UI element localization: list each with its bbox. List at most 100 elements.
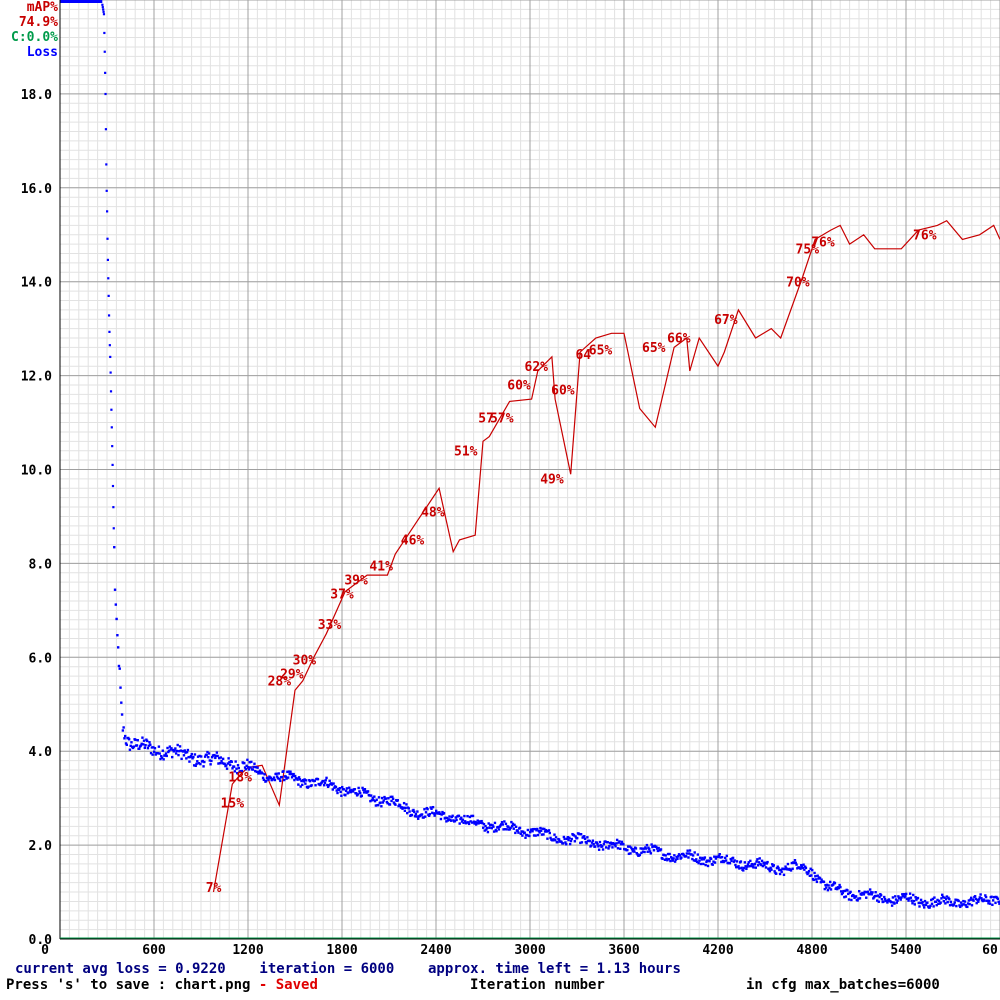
map-point-label: 48% [421,505,445,520]
loss-point [764,861,767,864]
save-prefix: Press 's' to save : chart.png [6,977,251,993]
loss-point [948,904,952,907]
loss-point [493,821,497,825]
loss-point [843,889,847,893]
loss-point [560,840,563,844]
loss-point [160,754,163,758]
loss-point [466,814,469,818]
loss-point [628,845,631,848]
loss-point [828,886,831,890]
loss-point [430,807,433,810]
loss-point [105,163,108,166]
loss-point [297,776,301,779]
loss-point [269,776,273,780]
loss-point [424,811,428,814]
loss-point [232,765,236,768]
loss-point [360,794,363,797]
loss-point [192,764,196,767]
loss-point [536,833,540,837]
loss-point [254,766,258,769]
loss-point [324,779,327,782]
loss-point [730,859,733,863]
map-point-label: 46% [401,534,425,549]
loss-point [170,747,173,750]
map-point-label: 29% [280,667,304,682]
loss-point [107,277,110,280]
map-point-label: 33% [318,618,342,633]
loss-point [194,764,197,768]
loss-point [849,890,852,894]
loss-point [227,757,230,760]
loss-point [330,783,334,786]
loss-point [210,759,213,763]
loss-point [391,795,394,798]
loss-point [844,895,848,898]
loss-point [702,858,706,861]
loss-point [974,897,978,901]
loss-point [544,828,548,832]
loss-point [763,863,766,867]
loss-point [839,890,843,893]
loss-point [808,874,812,878]
loss-point [102,8,105,11]
loss-point [692,859,696,862]
loss-point [209,763,212,766]
loss-point [330,782,333,785]
save-status: - Saved [250,977,318,993]
loss-point [103,50,106,53]
loss-point [420,813,424,816]
loss-point [864,891,867,894]
loss-point [139,744,143,747]
loss-point [543,830,547,833]
loss-point [290,776,294,779]
map-point-label: 75% [796,243,820,258]
loss-point [594,845,597,848]
loss-point [121,729,125,732]
loss-point [336,791,339,795]
loss-point [451,814,454,818]
loss-point [220,759,223,763]
loss-point [775,866,779,870]
loss-point [480,819,483,823]
loss-point [800,864,803,867]
loss-point [246,758,249,762]
loss-point [803,868,806,871]
loss-point [758,857,761,860]
loss-point [922,903,925,907]
loss-point [180,757,183,761]
loss-point [107,314,111,317]
loss-point [495,829,498,833]
loss-point [287,770,291,773]
loss-point [344,794,347,797]
loss-point [671,859,674,862]
loss-point [641,847,644,850]
loss-point [704,863,707,867]
loss-point [348,789,352,792]
loss-point [448,815,451,818]
loss-point [874,891,877,894]
loss-point [648,847,651,851]
loss-point [231,767,234,770]
loss-point [945,895,949,898]
loss-point [599,844,602,847]
loss-point [728,862,732,865]
loss-point [258,769,262,772]
loss-point [177,753,180,757]
loss-point [308,779,312,783]
loss-point [397,804,400,808]
loss-point [642,847,645,850]
loss-point [532,827,535,831]
map-point-label: 51% [454,444,478,459]
loss-point [619,847,622,850]
loss-point [156,752,160,755]
loss-point [912,893,915,897]
loss-point [890,904,894,907]
loss-point [325,776,328,780]
loss-point [616,847,620,850]
loss-point [223,762,226,766]
loss-point [206,750,209,754]
loss-point [214,756,217,760]
loss-point [964,904,967,907]
loss-point [299,785,302,788]
loss-point [520,830,523,833]
